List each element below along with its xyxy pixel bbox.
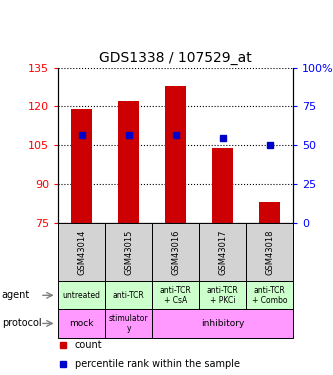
Bar xyxy=(152,309,293,338)
Bar xyxy=(152,281,199,309)
Text: anti-TCR
+ Combo: anti-TCR + Combo xyxy=(252,286,287,305)
Bar xyxy=(199,281,246,309)
Text: protocol: protocol xyxy=(2,318,41,328)
Text: GSM43016: GSM43016 xyxy=(171,230,180,275)
Text: GSM43018: GSM43018 xyxy=(265,230,274,275)
Text: anti-TCR
+ CsA: anti-TCR + CsA xyxy=(160,286,191,305)
Text: stimulator
y: stimulator y xyxy=(109,314,149,333)
Bar xyxy=(118,101,139,223)
Bar xyxy=(71,109,92,223)
Text: GSM43015: GSM43015 xyxy=(124,230,133,275)
Bar xyxy=(58,309,105,338)
Bar xyxy=(165,86,186,223)
Text: GSM43014: GSM43014 xyxy=(77,230,86,275)
Text: agent: agent xyxy=(2,290,30,300)
Bar xyxy=(105,309,152,338)
Text: anti-TCR
+ PKCi: anti-TCR + PKCi xyxy=(207,286,238,305)
Bar xyxy=(212,148,233,223)
Text: mock: mock xyxy=(70,319,94,328)
Bar xyxy=(199,223,246,281)
Bar xyxy=(58,223,105,281)
Text: untreated: untreated xyxy=(63,291,101,300)
Bar xyxy=(246,223,293,281)
Bar xyxy=(259,202,280,223)
Text: inhibitory: inhibitory xyxy=(201,319,244,328)
Bar xyxy=(58,281,105,309)
Text: GSM43017: GSM43017 xyxy=(218,230,227,275)
Text: anti-TCR: anti-TCR xyxy=(113,291,145,300)
Bar xyxy=(152,223,199,281)
Text: count: count xyxy=(75,340,102,350)
Bar xyxy=(246,281,293,309)
Text: percentile rank within the sample: percentile rank within the sample xyxy=(75,359,240,369)
Title: GDS1338 / 107529_at: GDS1338 / 107529_at xyxy=(99,51,252,65)
Bar xyxy=(105,223,152,281)
Bar xyxy=(105,281,152,309)
